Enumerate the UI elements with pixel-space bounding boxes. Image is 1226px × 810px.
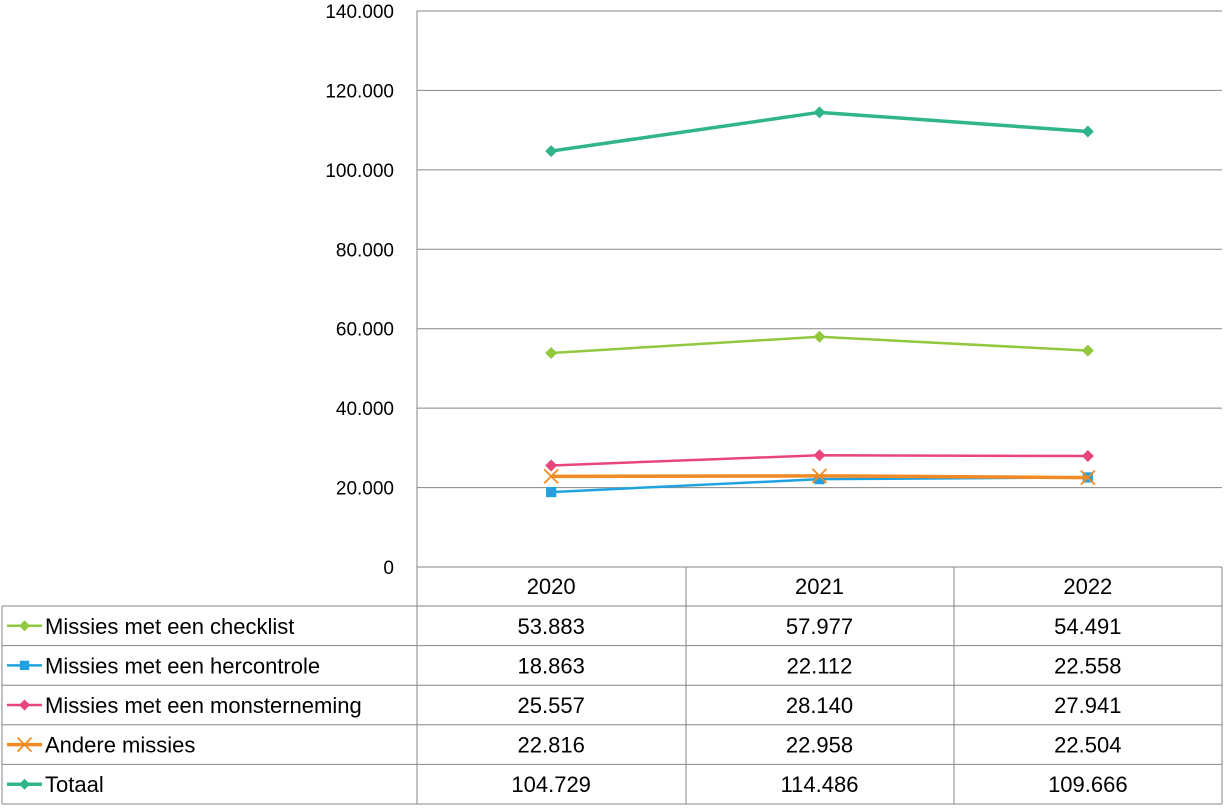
y-tick-label: 40.000 (336, 399, 394, 420)
series-name: Missies met een hercontrole (45, 653, 320, 678)
series-3 (543, 468, 1096, 486)
data-point (545, 145, 558, 158)
legend-marker (19, 660, 30, 671)
y-tick-label: 20.000 (336, 479, 394, 500)
data-point (1081, 125, 1094, 138)
series-name: Andere missies (45, 733, 195, 758)
y-tick-label: 0 (383, 558, 394, 579)
data-point (1081, 450, 1094, 463)
y-tick-label: 140.000 (325, 2, 394, 23)
data-table-value: 18.863 (518, 653, 585, 678)
data-point (545, 347, 558, 360)
data-point (813, 106, 826, 119)
data-point (813, 330, 826, 343)
data-table-value: 104.729 (511, 772, 591, 797)
data-table-value: 28.140 (786, 693, 853, 718)
series-4 (545, 106, 1094, 158)
series-name: Missies met een monsterneming (45, 693, 362, 718)
x-category-label: 2022 (1063, 574, 1112, 599)
y-tick-label: 120.000 (325, 81, 394, 102)
data-table-value: 53.883 (518, 614, 585, 639)
legend-key (7, 660, 42, 671)
data-table: 2020 2021 2022 Missies met een checklist 53.… (1, 566, 1223, 805)
series-0 (545, 330, 1094, 360)
data-table-value: 22.112 (787, 653, 853, 678)
data-point (1081, 344, 1094, 357)
data-table-value: 54.491 (1054, 614, 1121, 639)
data-table-value: 22.558 (1054, 653, 1121, 678)
data-point (1080, 469, 1096, 486)
data-table-value: 114.486 (781, 772, 859, 797)
data-table-value: 27.941 (1054, 693, 1121, 718)
x-category-label: 2021 (795, 574, 844, 599)
y-tick-label: 100.000 (325, 161, 394, 182)
data-table-value: 25.557 (518, 693, 585, 718)
legend-marker (19, 620, 30, 632)
series-name: Missies met een checklist (45, 614, 294, 639)
legend-key (7, 699, 42, 711)
data-point (546, 486, 557, 498)
data-table-value: 22.504 (1054, 733, 1121, 758)
legend-key (7, 778, 42, 790)
y-tick-label: 60.000 (336, 320, 394, 341)
data-table-value: 22.958 (786, 733, 853, 758)
data-point (814, 474, 825, 485)
data-point (811, 468, 828, 484)
legend-marker (19, 699, 30, 711)
gridlines (417, 10, 1222, 489)
legend-marker (16, 736, 33, 753)
legend-marker (19, 778, 30, 790)
plot-area (543, 106, 1096, 498)
series-name: Totaal (45, 772, 104, 797)
y-axis: 0 20.000 40.000 60.000 80.000 100.000 120.000 1… (325, 2, 418, 579)
data-table-value: 57.977 (786, 614, 853, 639)
series-2 (545, 449, 1094, 472)
legend-key (7, 736, 42, 753)
x-category-label: 2020 (527, 574, 576, 599)
data-table-value: 109.666 (1048, 772, 1128, 797)
data-point (545, 459, 558, 472)
data-point (543, 468, 559, 485)
y-tick-label: 80.000 (336, 240, 394, 261)
data-point (813, 449, 826, 462)
legend-key (7, 620, 42, 632)
data-table-value: 22.816 (518, 733, 585, 758)
